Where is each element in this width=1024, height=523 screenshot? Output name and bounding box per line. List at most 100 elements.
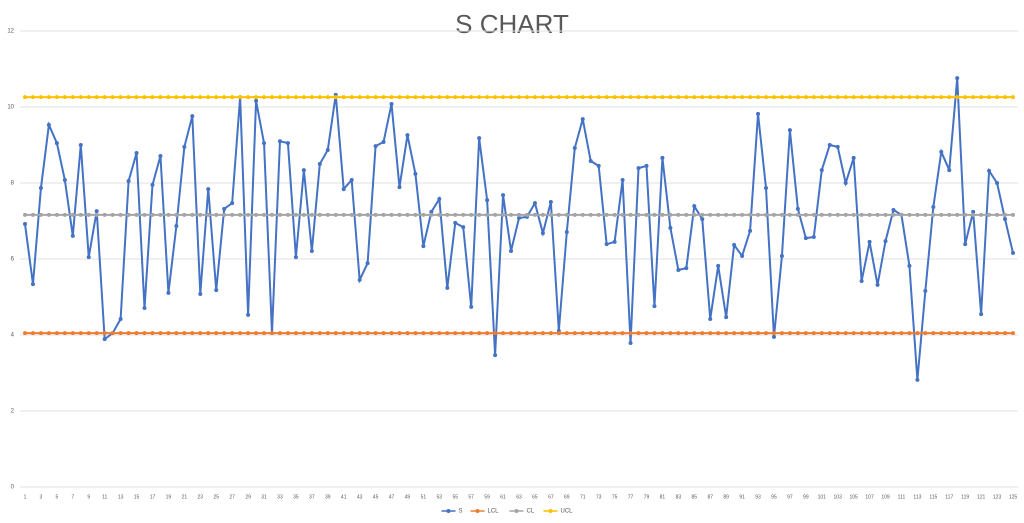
data-point — [939, 212, 944, 217]
data-point — [588, 95, 593, 100]
data-point — [660, 331, 665, 336]
data-point — [222, 331, 227, 336]
data-point — [198, 95, 203, 100]
data-point — [819, 212, 824, 217]
data-point — [540, 231, 545, 236]
data-point — [86, 255, 91, 260]
data-point — [636, 331, 641, 336]
data-point — [931, 95, 936, 100]
data-point — [469, 331, 474, 336]
y-tick-label: 12 — [7, 29, 14, 35]
data-point — [963, 212, 968, 217]
data-point — [54, 331, 59, 336]
data-point — [38, 95, 43, 100]
data-point — [1003, 95, 1008, 100]
data-point — [700, 212, 705, 217]
x-tick-label: 89 — [723, 494, 729, 500]
data-point — [357, 277, 362, 282]
data-point — [373, 144, 378, 149]
data-point — [915, 95, 920, 100]
x-tick-label: 7 — [71, 494, 74, 500]
data-point — [317, 162, 322, 166]
data-point — [923, 288, 928, 293]
data-point — [955, 95, 960, 100]
data-point — [612, 239, 617, 244]
x-tick-label: 111 — [898, 494, 906, 500]
data-point — [134, 150, 139, 155]
data-point — [764, 95, 768, 100]
data-point — [517, 215, 521, 220]
x-tick-label: 93 — [755, 494, 761, 500]
data-point — [397, 95, 402, 100]
data-point — [277, 95, 282, 100]
data-point — [843, 181, 848, 185]
data-point — [724, 212, 729, 217]
data-point — [190, 114, 195, 119]
data-point — [461, 212, 466, 217]
data-point — [429, 95, 434, 100]
data-point — [429, 331, 434, 336]
data-point — [277, 212, 282, 217]
data-point — [827, 331, 832, 336]
x-tick-label: 61 — [500, 494, 506, 500]
data-point — [357, 331, 362, 336]
data-point — [437, 331, 442, 336]
data-point — [628, 331, 633, 336]
data-point — [102, 212, 107, 217]
data-point — [349, 212, 354, 217]
data-point — [102, 337, 107, 342]
data-point — [931, 331, 936, 336]
data-point — [38, 185, 43, 190]
data-point — [891, 212, 896, 217]
data-point — [748, 95, 753, 100]
data-point — [317, 95, 322, 100]
data-point — [238, 212, 243, 217]
data-point — [389, 212, 394, 217]
data-point — [118, 212, 123, 217]
data-point — [620, 212, 625, 217]
x-tick-label: 87 — [707, 494, 713, 500]
data-point — [628, 340, 633, 345]
data-point — [397, 331, 402, 336]
data-point — [62, 177, 67, 182]
data-point — [445, 331, 450, 336]
data-point — [652, 331, 657, 336]
data-point — [843, 212, 848, 217]
data-point — [453, 212, 458, 217]
data-point — [740, 95, 745, 100]
data-point — [485, 212, 490, 217]
data-point — [740, 331, 745, 336]
data-point — [493, 212, 498, 217]
data-point — [580, 117, 585, 122]
data-point — [931, 212, 936, 217]
data-point — [596, 331, 601, 336]
data-point — [453, 331, 458, 336]
data-point — [947, 95, 952, 100]
data-point — [70, 331, 75, 336]
data-point — [262, 95, 267, 100]
data-point — [397, 185, 402, 190]
data-point — [238, 331, 243, 336]
data-point — [38, 331, 43, 336]
x-tick-label: 27 — [229, 494, 235, 500]
data-point — [23, 331, 27, 336]
data-point — [939, 95, 944, 100]
data-point — [445, 212, 450, 217]
data-point — [437, 196, 442, 201]
x-tick-label: 23 — [198, 494, 204, 500]
data-point — [851, 212, 856, 217]
data-point — [262, 212, 267, 217]
data-point — [206, 95, 211, 100]
x-tick-label: 33 — [277, 494, 283, 500]
data-point — [819, 95, 824, 100]
data-point — [277, 139, 282, 144]
data-point — [333, 95, 338, 100]
data-point — [405, 133, 410, 138]
data-point — [979, 312, 984, 317]
data-point — [485, 198, 490, 203]
data-point — [756, 212, 761, 217]
x-tick-label: 79 — [644, 494, 650, 500]
data-point — [612, 331, 617, 336]
data-point — [987, 331, 992, 336]
data-point — [867, 212, 872, 217]
